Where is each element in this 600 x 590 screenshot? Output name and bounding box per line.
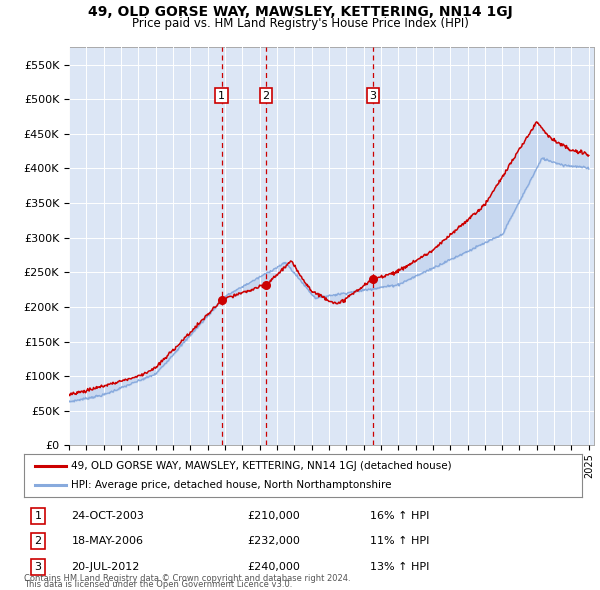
Text: This data is licensed under the Open Government Licence v3.0.: This data is licensed under the Open Gov… bbox=[24, 581, 292, 589]
Text: £210,000: £210,000 bbox=[247, 511, 300, 521]
Text: 24-OCT-2003: 24-OCT-2003 bbox=[71, 511, 145, 521]
Text: 1: 1 bbox=[218, 91, 225, 101]
Text: 3: 3 bbox=[370, 91, 377, 101]
Text: HPI: Average price, detached house, North Northamptonshire: HPI: Average price, detached house, Nort… bbox=[71, 480, 392, 490]
Text: 16% ↑ HPI: 16% ↑ HPI bbox=[370, 511, 430, 521]
Text: 11% ↑ HPI: 11% ↑ HPI bbox=[370, 536, 430, 546]
Text: £240,000: £240,000 bbox=[247, 562, 300, 572]
Text: 49, OLD GORSE WAY, MAWSLEY, KETTERING, NN14 1GJ (detached house): 49, OLD GORSE WAY, MAWSLEY, KETTERING, N… bbox=[71, 461, 452, 471]
Text: 18-MAY-2006: 18-MAY-2006 bbox=[71, 536, 143, 546]
Text: 1: 1 bbox=[34, 511, 41, 521]
Text: 49, OLD GORSE WAY, MAWSLEY, KETTERING, NN14 1GJ: 49, OLD GORSE WAY, MAWSLEY, KETTERING, N… bbox=[88, 5, 512, 19]
Text: 13% ↑ HPI: 13% ↑ HPI bbox=[370, 562, 430, 572]
Text: 2: 2 bbox=[34, 536, 41, 546]
Text: Contains HM Land Registry data © Crown copyright and database right 2024.: Contains HM Land Registry data © Crown c… bbox=[24, 574, 350, 583]
Text: 3: 3 bbox=[34, 562, 41, 572]
Text: £232,000: £232,000 bbox=[247, 536, 300, 546]
Text: Price paid vs. HM Land Registry's House Price Index (HPI): Price paid vs. HM Land Registry's House … bbox=[131, 17, 469, 30]
Text: 2: 2 bbox=[262, 91, 269, 101]
Text: 20-JUL-2012: 20-JUL-2012 bbox=[71, 562, 140, 572]
